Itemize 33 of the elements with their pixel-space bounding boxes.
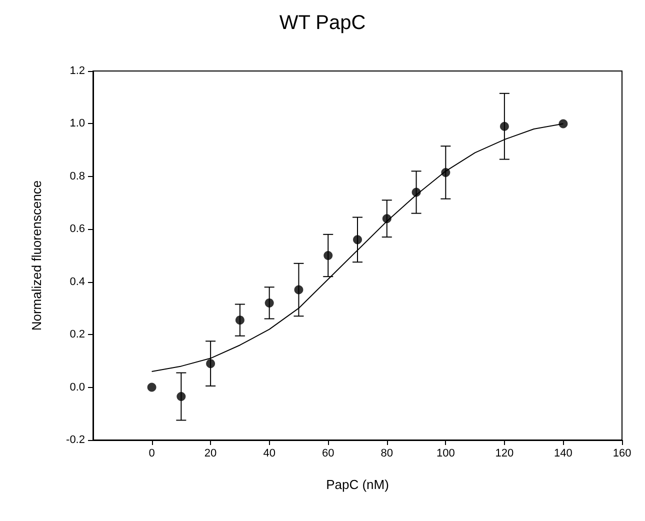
point — [353, 235, 362, 244]
point — [412, 188, 421, 197]
y-tick-label: -0.2 — [66, 434, 85, 446]
x-tick-label: 20 — [204, 448, 217, 460]
y-axis-title: Normalized fluorenscence — [29, 180, 44, 331]
point — [324, 251, 333, 260]
y-tick-label: 0.2 — [70, 328, 85, 341]
point — [500, 122, 509, 131]
point — [558, 119, 568, 128]
point — [147, 382, 156, 392]
point — [176, 392, 186, 402]
x-tick-label: 80 — [380, 448, 394, 460]
point — [206, 359, 216, 368]
x-tick-label: 60 — [322, 448, 334, 460]
x-tick-label: 160 — [612, 448, 632, 460]
point — [235, 316, 244, 325]
x-tick-label: 40 — [263, 448, 276, 460]
y-tick-label: 0.8 — [70, 170, 85, 182]
y-tick-label: 1.0 — [70, 118, 85, 130]
chart-title: WT PapC — [279, 12, 366, 34]
x-tick-label: 120 — [495, 448, 514, 460]
y-tick-label: 0.0 — [70, 381, 85, 394]
x-tick-label: 100 — [436, 448, 455, 460]
point — [382, 214, 392, 224]
y-tick-label: 0.6 — [70, 223, 85, 236]
y-tick-label: 1.2 — [70, 65, 85, 77]
x-axis-title: PapC (nM) — [326, 477, 389, 492]
point — [264, 298, 274, 308]
x-tick-label: 0 — [148, 448, 155, 460]
x-tick-label: 140 — [554, 448, 572, 460]
y-tick-label: 0.4 — [70, 276, 85, 288]
point — [441, 168, 450, 177]
point — [294, 285, 304, 294]
